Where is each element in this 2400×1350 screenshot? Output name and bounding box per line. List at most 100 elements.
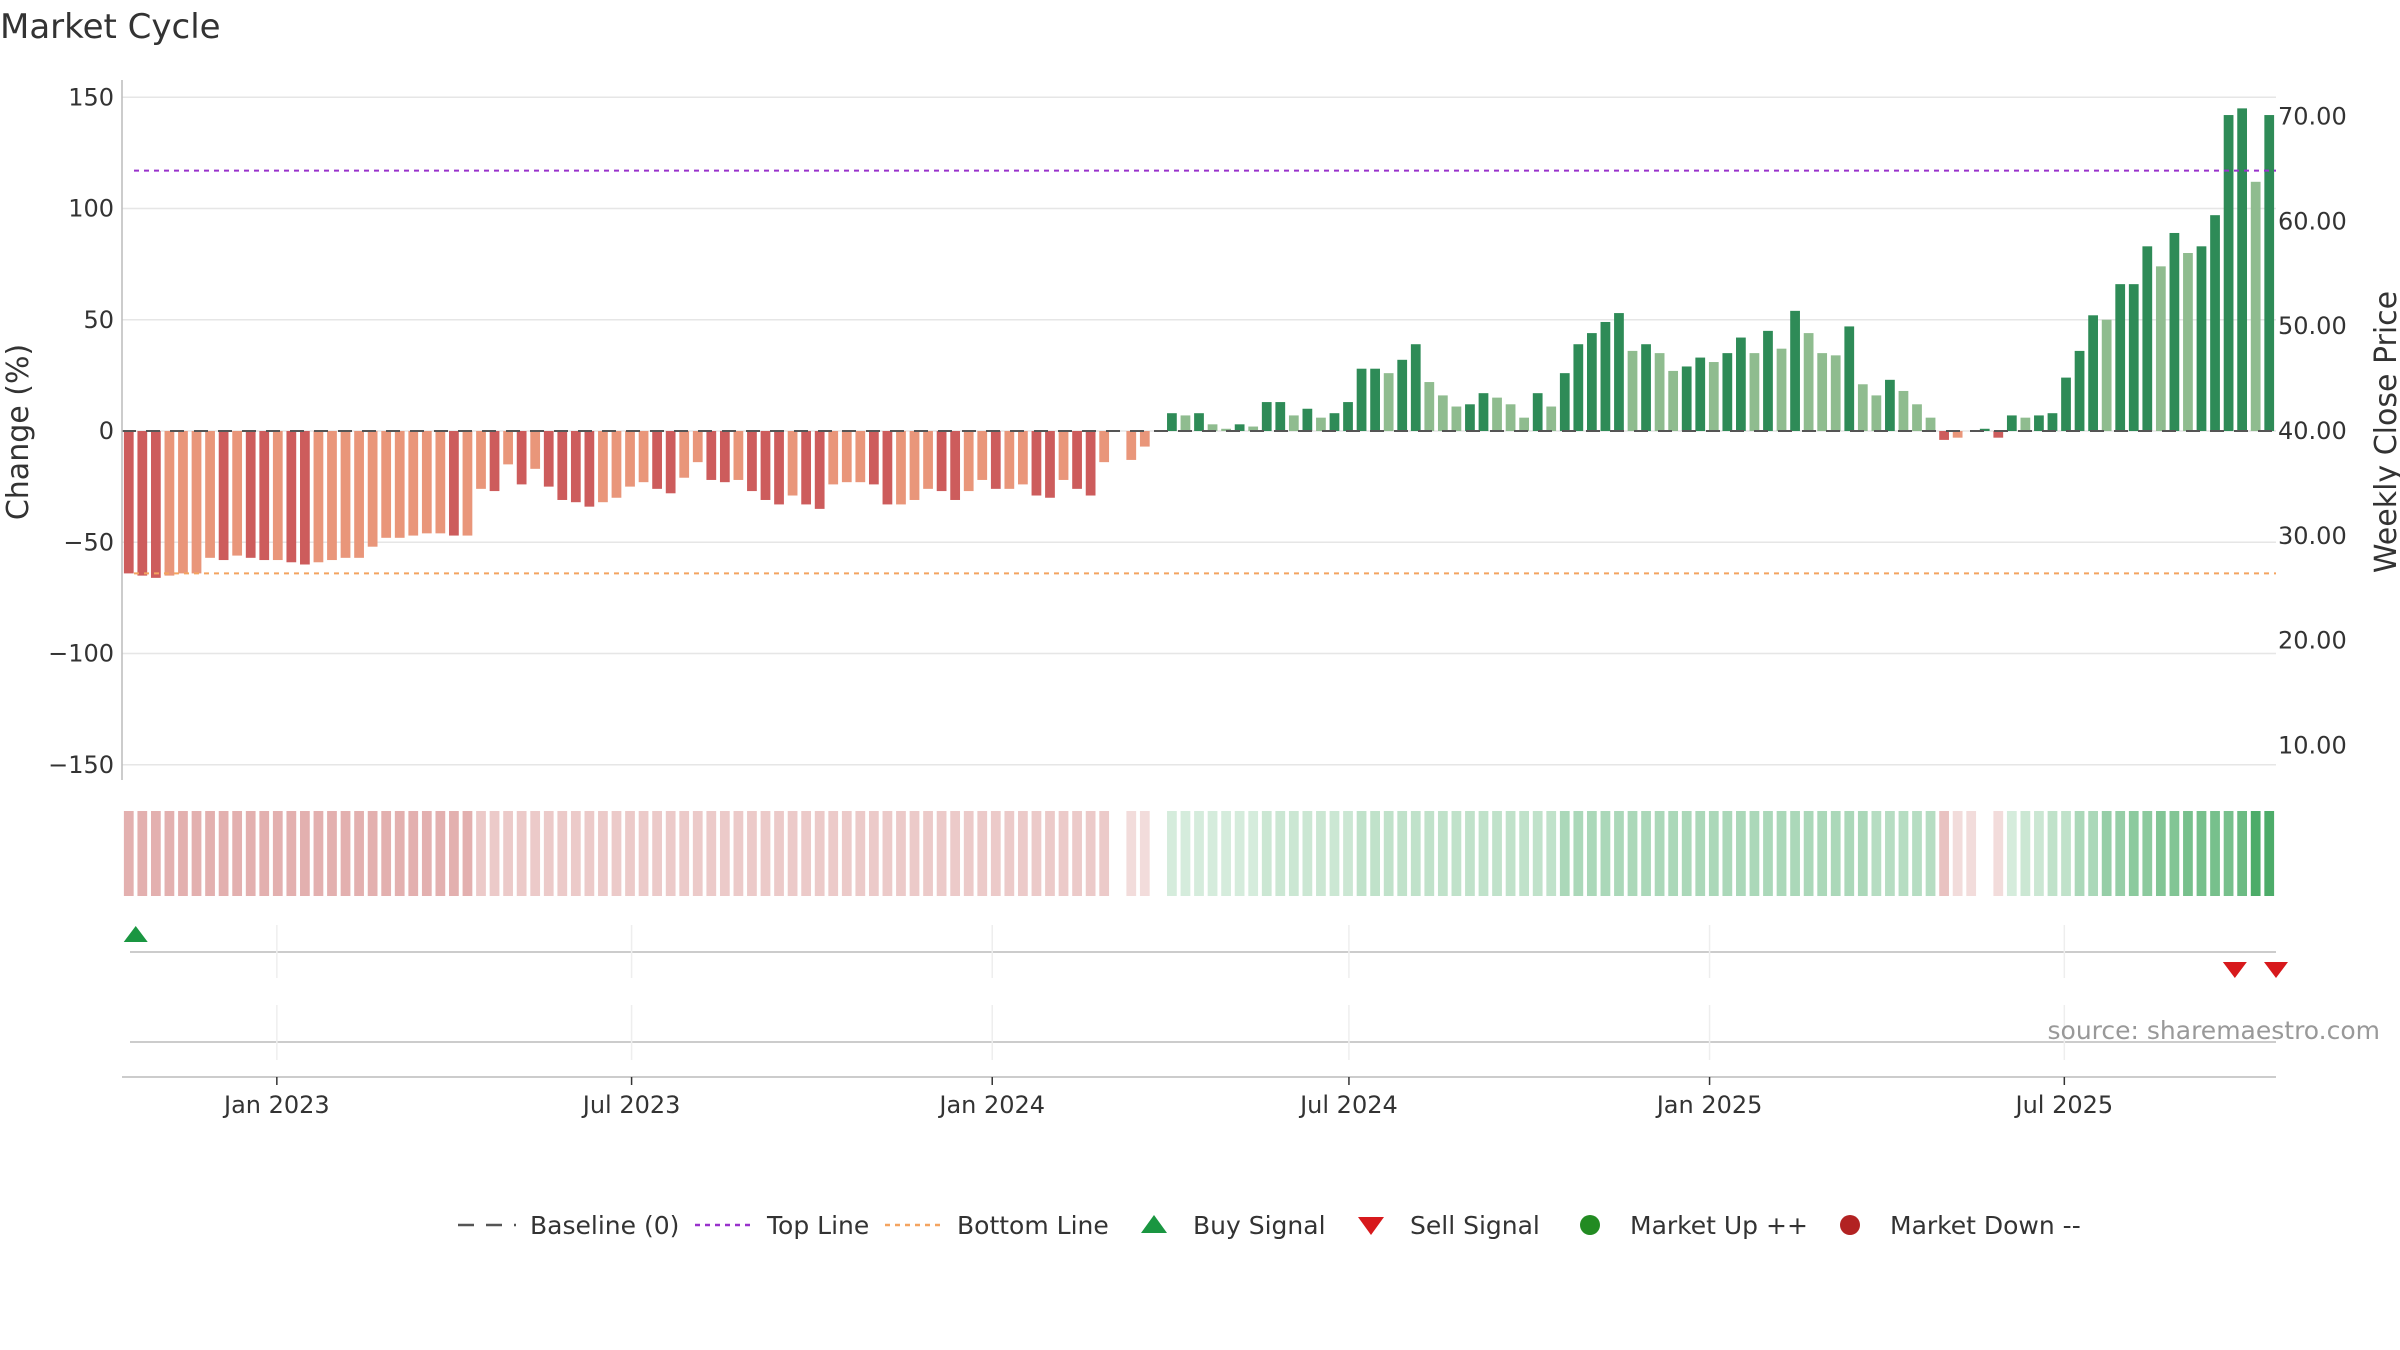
band-cell [137,811,148,896]
band-cell [1316,811,1326,896]
band-cell [205,811,215,896]
band-cell [1437,811,1448,896]
change-bar [340,431,351,558]
change-bar [2020,417,2031,431]
change-bar [503,431,513,465]
change-bar [896,431,906,505]
band-cell [313,811,324,896]
change-bar [706,431,717,480]
change-bar [1790,310,1800,431]
change-bar [665,431,676,494]
change-bar [733,431,744,480]
change-bar [625,431,635,487]
band-cell [665,811,676,896]
change-bar [394,431,405,538]
change-bar [1356,368,1367,431]
change-bar [1437,395,1448,431]
change-bar [1641,344,1651,431]
band-cell [977,811,988,896]
change-bar [1180,415,1191,431]
y-tick-label: 100 [68,195,114,223]
band-cell [2169,811,2180,896]
y-tick-label: 50 [83,306,114,334]
right-y-axis-title: Weekly Close Price [2369,291,2400,573]
band-cell [1194,811,1204,896]
change-bar [1316,417,1326,431]
band-cell [1248,811,1259,896]
band-cell [2210,811,2220,896]
band-cell [774,811,784,896]
band-cell [394,811,405,896]
change-bar [1505,404,1516,431]
band-cell [1167,811,1177,896]
change-bar [218,431,229,561]
band-cell [123,811,134,896]
band-cell [1018,811,1028,896]
change-bar [1072,431,1082,489]
change-bar [354,431,364,558]
band-cell [1722,811,1733,896]
band-cell [191,811,202,896]
band-cell [1885,811,1895,896]
band-cell [1627,811,1638,896]
band-cell [245,811,256,896]
change-bar [828,431,839,485]
x-tick-label: Jan 2025 [1655,1091,1763,1119]
change-bar [2115,284,2126,431]
change-bar [123,431,134,574]
band-cell [218,811,229,896]
band-cell [2047,811,2058,896]
change-bar [1004,431,1015,489]
change-bar [1018,431,1028,485]
change-bar [1654,353,1665,431]
legend-label: Market Up ++ [1630,1211,1808,1240]
band-cell [1681,811,1692,896]
change-bar [1627,350,1638,431]
change-bar [950,431,961,500]
change-bar [489,431,500,492]
legend-label: Buy Signal [1193,1211,1326,1240]
band-cell [950,811,961,896]
band-cell [2074,811,2085,896]
band-cell [2115,811,2126,896]
band-cell [1383,811,1394,896]
band-cell [1356,811,1367,896]
change-bar [963,431,974,492]
band-cell [2020,811,2031,896]
band-cell [1099,811,1110,896]
change-bar [855,431,866,483]
band-cell [1397,811,1408,896]
change-bar [1736,337,1746,431]
change-bar [2074,350,2085,431]
change-bar [1519,417,1530,431]
change-bar [1031,431,1042,496]
change-bar [1139,431,1150,447]
band-cell [2223,811,2234,896]
band-cell [354,811,364,896]
band-cell [1749,811,1760,896]
change-bar [1275,402,1286,431]
band-cell [1817,811,1828,896]
change-bar [719,431,730,483]
band-cell [1519,811,1530,896]
change-bar [1532,393,1543,431]
change-bar [205,431,215,558]
band-cell [923,811,933,896]
band-cell [706,811,717,896]
change-bar [692,431,703,463]
change-bar [1207,424,1218,431]
change-bar [2223,115,2234,432]
change-bar [1099,431,1110,463]
band-cell [1668,811,1679,896]
band-cell [1708,811,1719,896]
change-bar [2264,115,2275,432]
change-bar [2101,319,2112,431]
band-cell [584,811,595,896]
change-bar [679,431,690,478]
right-y-tick-label: 40.00 [2278,417,2347,445]
change-bar [2006,415,2017,431]
change-bar [137,431,148,576]
change-bar [1492,397,1502,431]
band-cell [178,811,188,896]
change-bar [1559,373,1570,431]
